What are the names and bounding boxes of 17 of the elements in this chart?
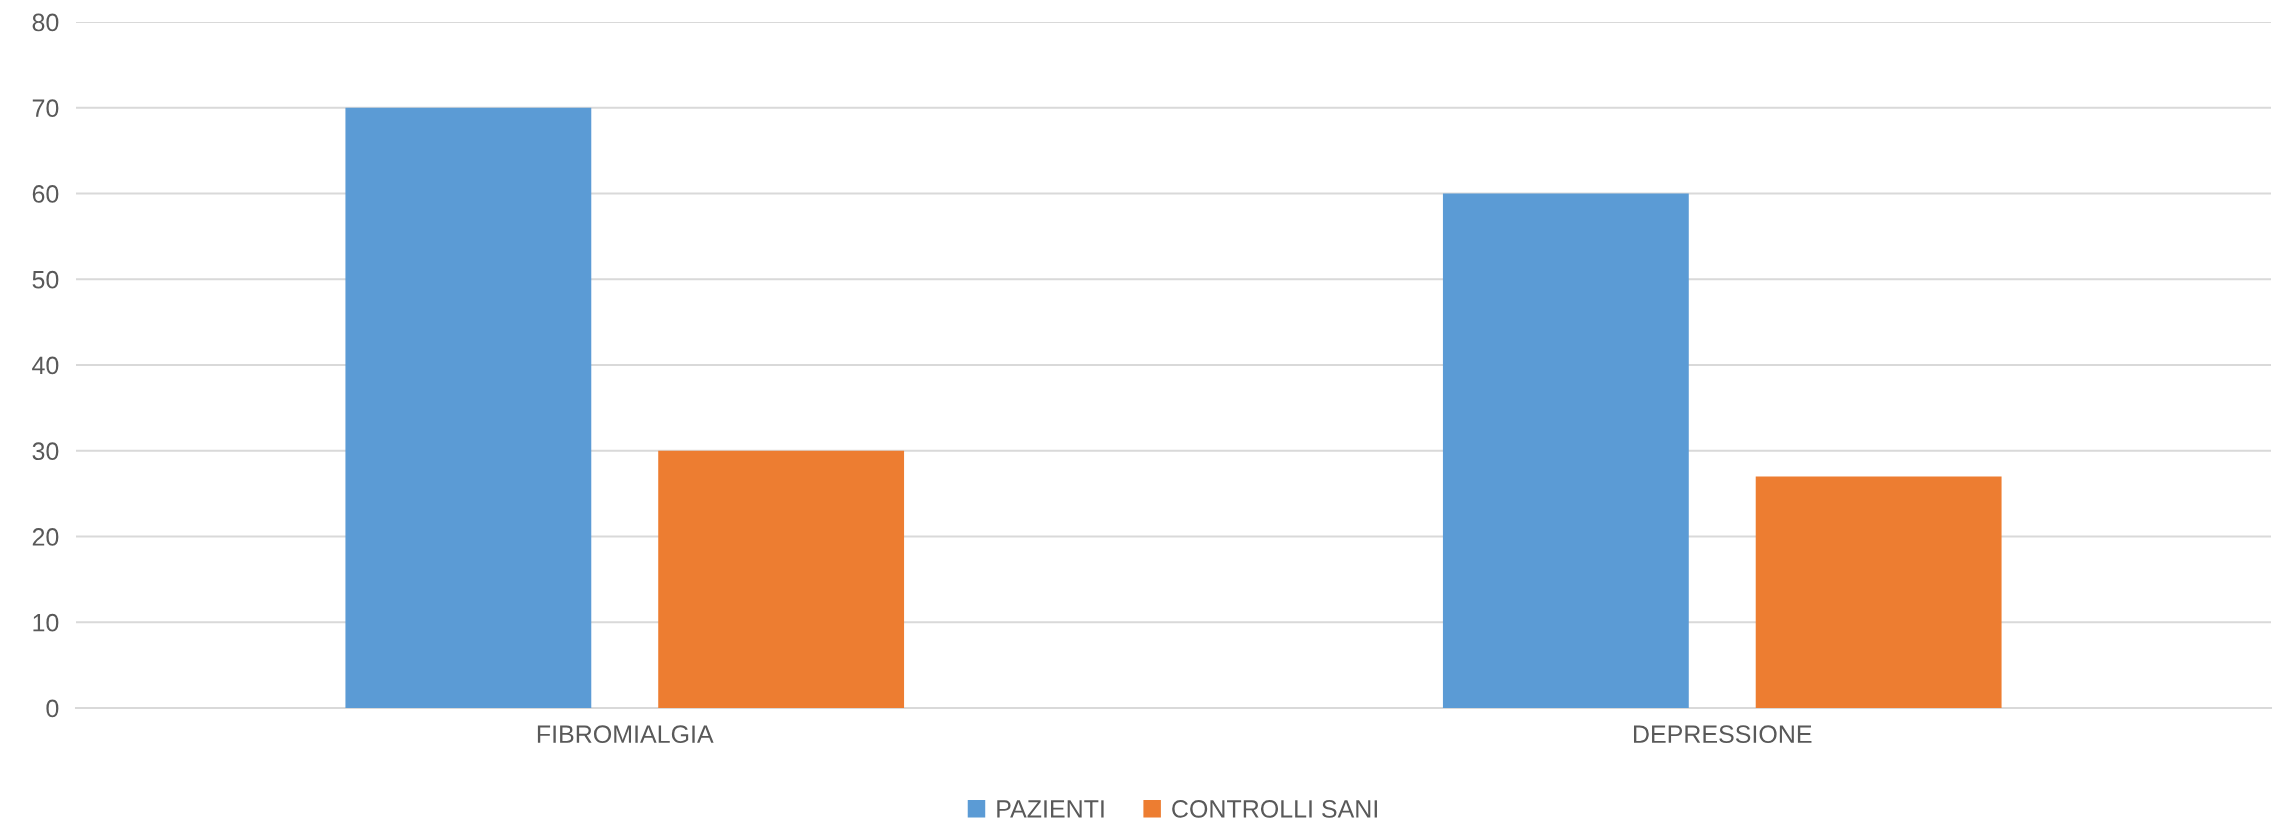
y-tick-label: 10	[33, 613, 59, 632]
x-tick-label: DEPRESSIONE	[1634, 725, 1812, 744]
y-tick-label: 40	[32, 356, 59, 375]
y-tick-label: 80	[32, 13, 59, 32]
y-tick-label: 20	[32, 528, 59, 546]
bar	[345, 107, 592, 708]
bar	[1755, 476, 2002, 708]
legend-label: PAZIENTI	[997, 800, 1104, 818]
legend-label: CONTROLLI SANI	[1172, 800, 1377, 818]
bar	[658, 450, 905, 708]
y-tick-label: 0	[46, 699, 59, 718]
y-tick-label: 50	[32, 270, 59, 289]
x-tick-label: FIBROMIALGIA	[537, 725, 714, 744]
y-tick-label: 70	[32, 99, 59, 118]
y-tick-label: 30	[32, 442, 59, 461]
bar	[1442, 193, 1689, 708]
y-tick-label: 60	[32, 185, 59, 203]
